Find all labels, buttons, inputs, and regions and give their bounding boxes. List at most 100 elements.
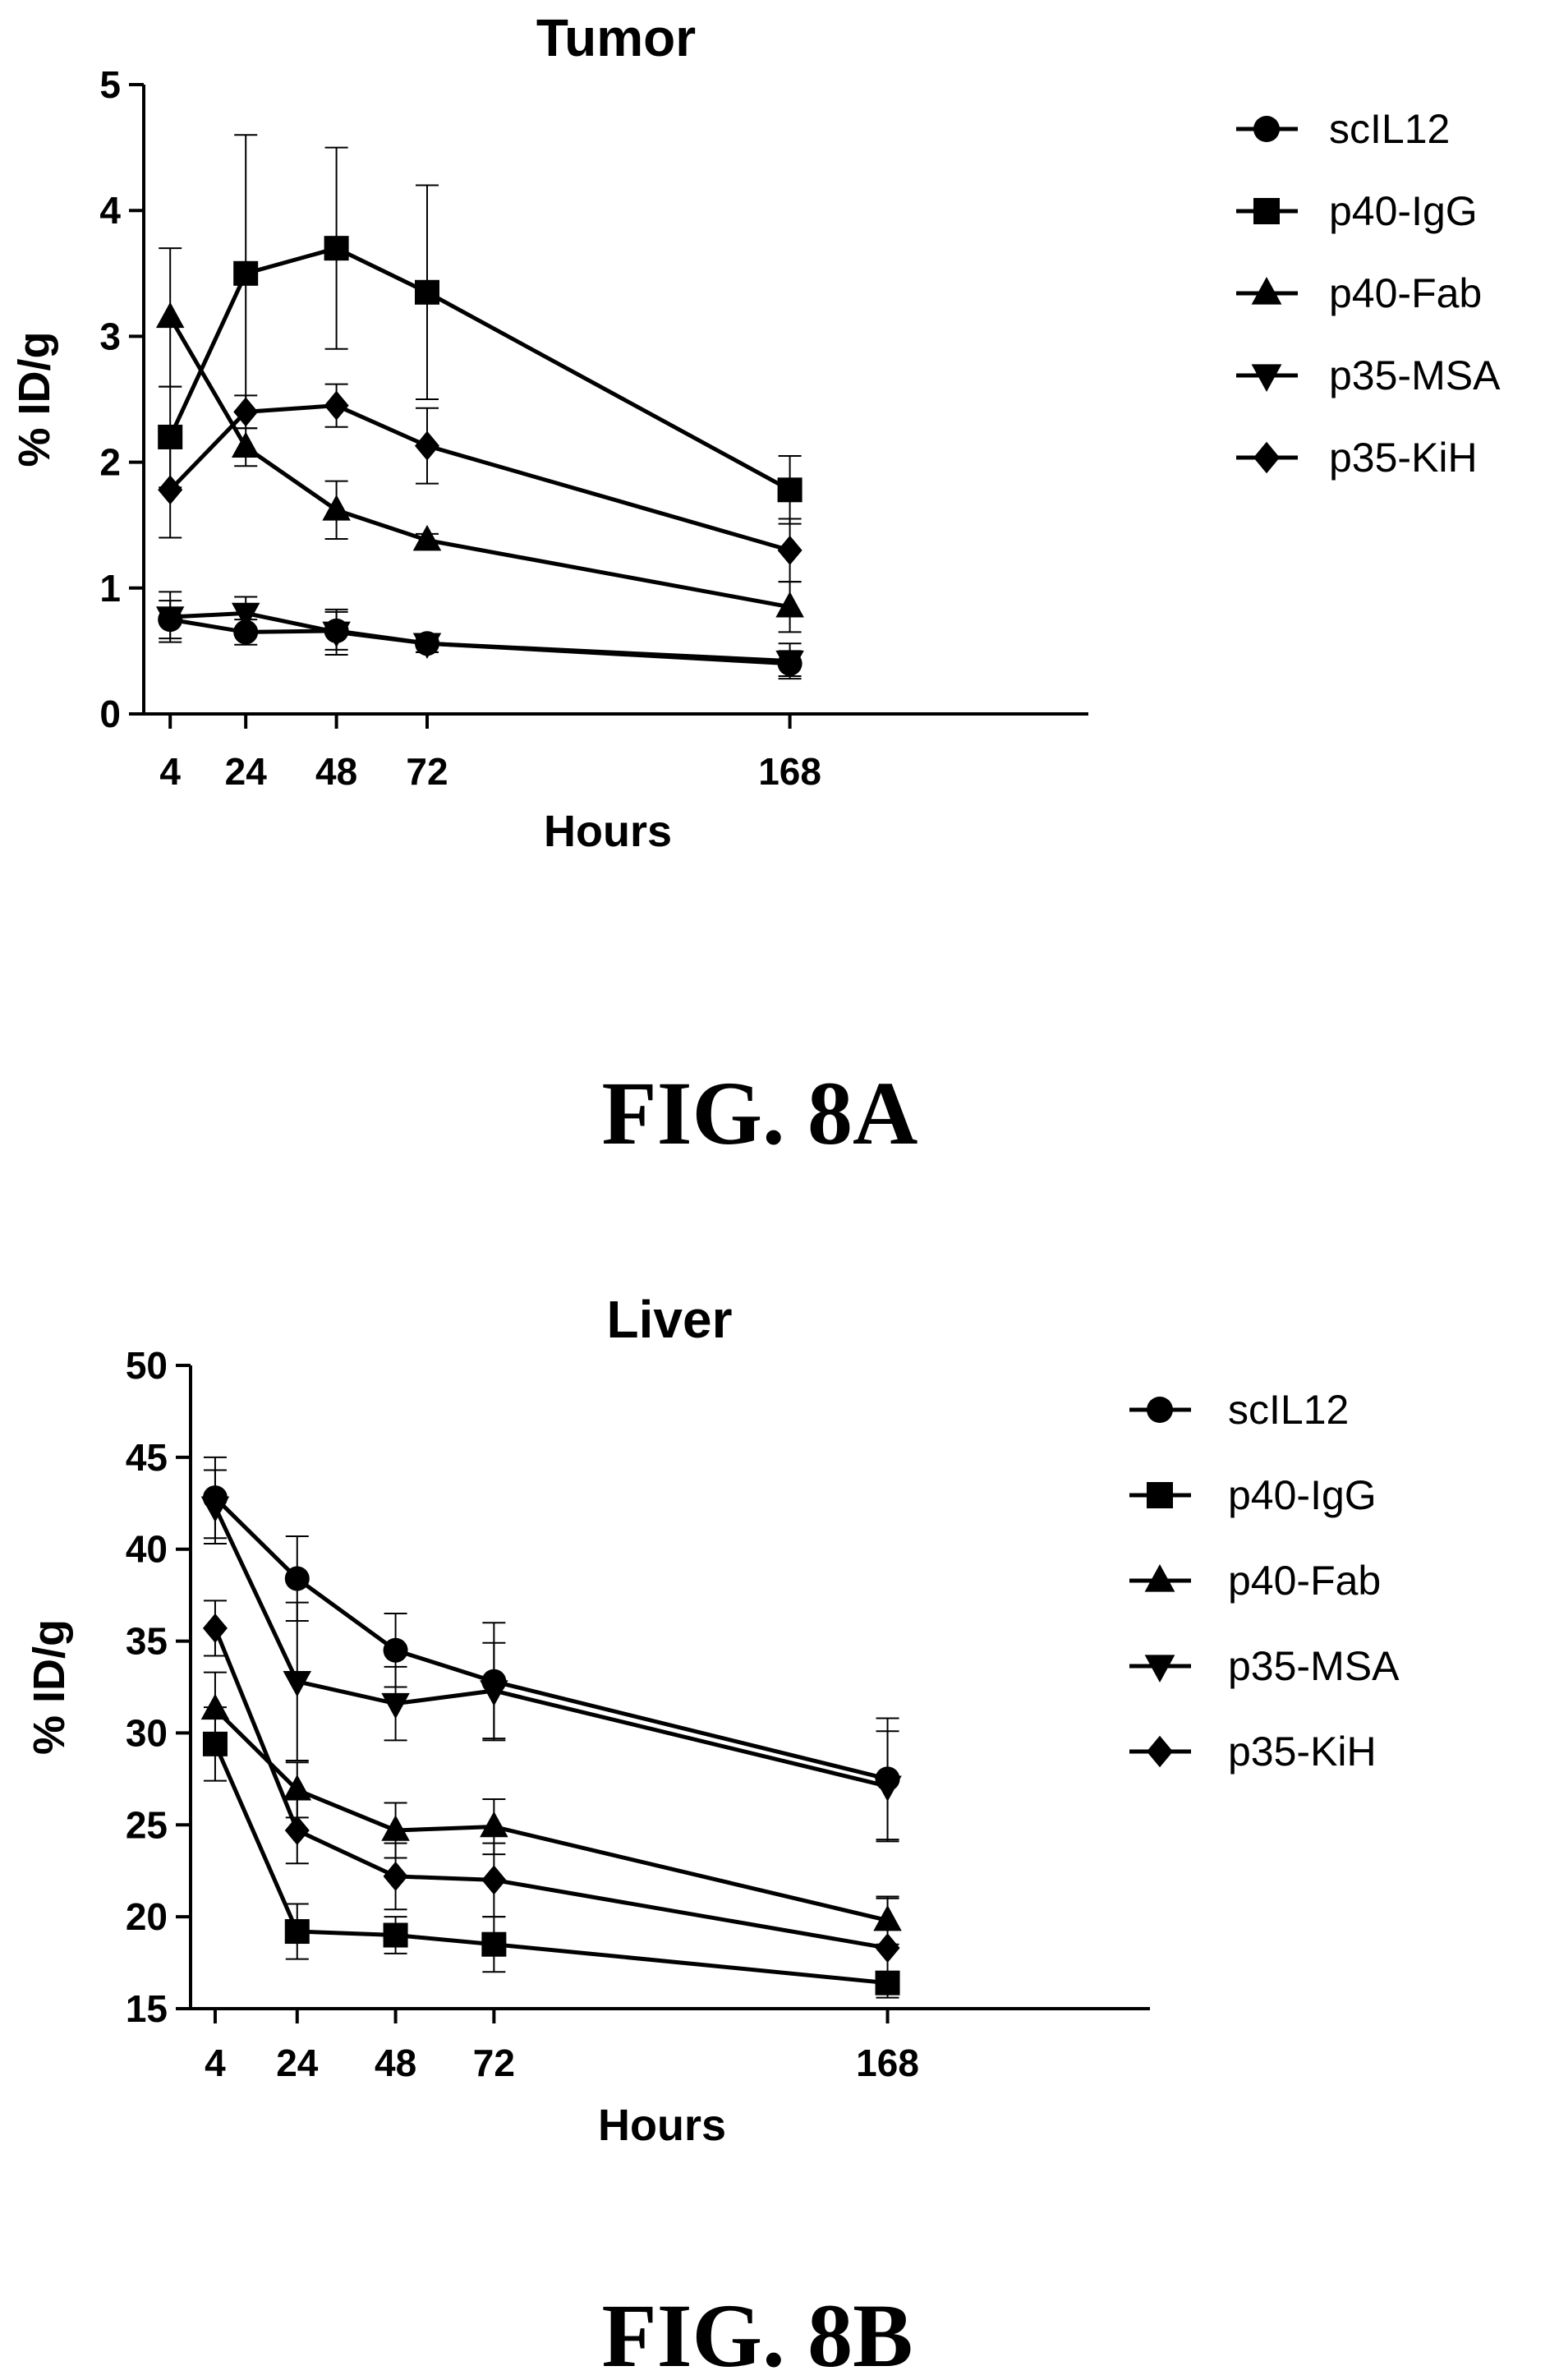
- y-tick-label: 50: [126, 1344, 168, 1387]
- data-point: [412, 633, 442, 659]
- data-point: [233, 260, 259, 286]
- y-tick-label: 4: [99, 189, 121, 232]
- data-point: [775, 650, 804, 677]
- legend-label: p35-KiH: [1329, 435, 1478, 481]
- series-scil12: [202, 1456, 900, 1841]
- y-tick-label: 2: [99, 441, 121, 484]
- x-tick-label: 4: [205, 2042, 226, 2084]
- legend-marker: [1144, 1564, 1175, 1592]
- series-p35-msa: [155, 591, 804, 680]
- data-point: [322, 495, 351, 521]
- data-point: [233, 619, 259, 645]
- data-point: [480, 1811, 508, 1838]
- x-tick-label: 24: [225, 750, 268, 793]
- x-tick-label: 168: [856, 2042, 919, 2084]
- legend-item-p40-fab: p40-Fab: [1236, 270, 1482, 316]
- series-p40-igg: [202, 1706, 900, 1996]
- data-point: [381, 1815, 410, 1841]
- data-point: [383, 1637, 408, 1663]
- legend-item-p35-kih: p35-KiH: [1236, 435, 1478, 481]
- legend-label: p35-MSA: [1329, 352, 1501, 398]
- series-line: [213, 1506, 889, 1788]
- legend-item-p35-msa: p35-MSA: [1236, 352, 1501, 398]
- y-axis-label: % ID/g: [25, 1619, 74, 1755]
- data-point: [322, 621, 351, 648]
- legend-item-p40-fab: p40-Fab: [1129, 1558, 1381, 1604]
- series-line: [168, 246, 791, 492]
- data-point: [233, 397, 259, 427]
- x-tick-label: 48: [315, 750, 357, 793]
- data-point: [202, 1613, 228, 1643]
- data-point: [412, 524, 442, 551]
- y-tick-label: 0: [99, 693, 121, 735]
- legend-marker: [1144, 1655, 1175, 1683]
- data-point: [324, 236, 349, 261]
- y-tick-label: 30: [126, 1711, 168, 1754]
- data-point: [155, 302, 185, 329]
- data-point: [158, 475, 183, 505]
- x-tick-label: 48: [375, 2042, 416, 2084]
- legend-marker: [1253, 116, 1280, 142]
- series-line: [168, 403, 791, 553]
- data-point: [283, 1671, 312, 1697]
- data-point: [381, 1692, 410, 1719]
- data-point: [200, 1693, 230, 1720]
- legend-marker: [1251, 277, 1282, 305]
- legend-marker: [1253, 441, 1280, 474]
- chart-liver: Liver 15 20 25 30 35 40 45 50 4 24 48 72 168 Hours % ID…: [25, 1290, 1400, 2150]
- data-point: [481, 1865, 507, 1895]
- data-point: [480, 1680, 508, 1706]
- data-point: [415, 430, 439, 461]
- data-point: [231, 431, 260, 458]
- legend-marker: [1147, 1397, 1173, 1423]
- x-axis-label: Hours: [544, 807, 672, 856]
- data-point: [775, 592, 804, 618]
- legend-label: scIL12: [1329, 106, 1450, 152]
- x-tick-label: 4: [159, 750, 181, 793]
- y-tick-label: 1: [99, 567, 121, 610]
- legend-item-p40-igg: p40-IgG: [1236, 188, 1478, 234]
- data-point: [155, 606, 185, 633]
- series-p35-msa: [200, 1469, 902, 1843]
- legend-marker: [1147, 1482, 1173, 1508]
- y-tick-label: 3: [99, 315, 121, 357]
- y-tick-label: 45: [126, 1436, 168, 1479]
- legend-item-scil12: scIL12: [1129, 1387, 1349, 1433]
- data-point: [875, 1933, 900, 1963]
- series-p40-fab: [155, 247, 804, 633]
- legend-label: scIL12: [1228, 1387, 1349, 1433]
- y-tick-label: 5: [99, 63, 121, 106]
- data-point: [283, 1775, 312, 1801]
- data-point: [383, 1861, 408, 1891]
- legend-label: p35-MSA: [1228, 1643, 1400, 1689]
- series-p35-kih: [158, 383, 802, 583]
- y-axis-label: % ID/g: [10, 331, 59, 467]
- data-point: [200, 1496, 230, 1523]
- data-point: [231, 602, 260, 629]
- x-tick-label: 72: [406, 750, 448, 793]
- series-line: [213, 1742, 888, 1986]
- x-tick-label: 24: [276, 2042, 319, 2084]
- series-line: [213, 1627, 888, 1950]
- figure-label-8b: FIG. 8B: [602, 2286, 913, 2380]
- x-tick-label: 168: [758, 750, 821, 793]
- series-p35-kih: [202, 1600, 900, 1999]
- y-tick-label: 40: [126, 1528, 168, 1571]
- data-point: [415, 279, 439, 305]
- legend-label: p40-Fab: [1329, 270, 1482, 316]
- figure-label-8a: FIG. 8A: [602, 1063, 918, 1163]
- y-tick-label: 20: [126, 1895, 168, 1938]
- series-line: [170, 610, 790, 664]
- data-point: [777, 535, 802, 565]
- data-point: [284, 1566, 310, 1591]
- x-tick-label: 72: [473, 2042, 515, 2084]
- legend-label: p40-Fab: [1228, 1558, 1381, 1604]
- legend-label: p35-KiH: [1228, 1729, 1377, 1775]
- series-line: [214, 1496, 889, 1781]
- chart-title: Tumor: [536, 8, 696, 67]
- chart-tumor: Tumor 0 1 2 3 4 5 4 24 48 72 168 Hours % ID/g scIL12 p4…: [10, 8, 1501, 856]
- legend-marker: [1251, 364, 1282, 392]
- legend-label: p40-IgG: [1228, 1472, 1377, 1518]
- y-tick-label: 25: [126, 1803, 168, 1846]
